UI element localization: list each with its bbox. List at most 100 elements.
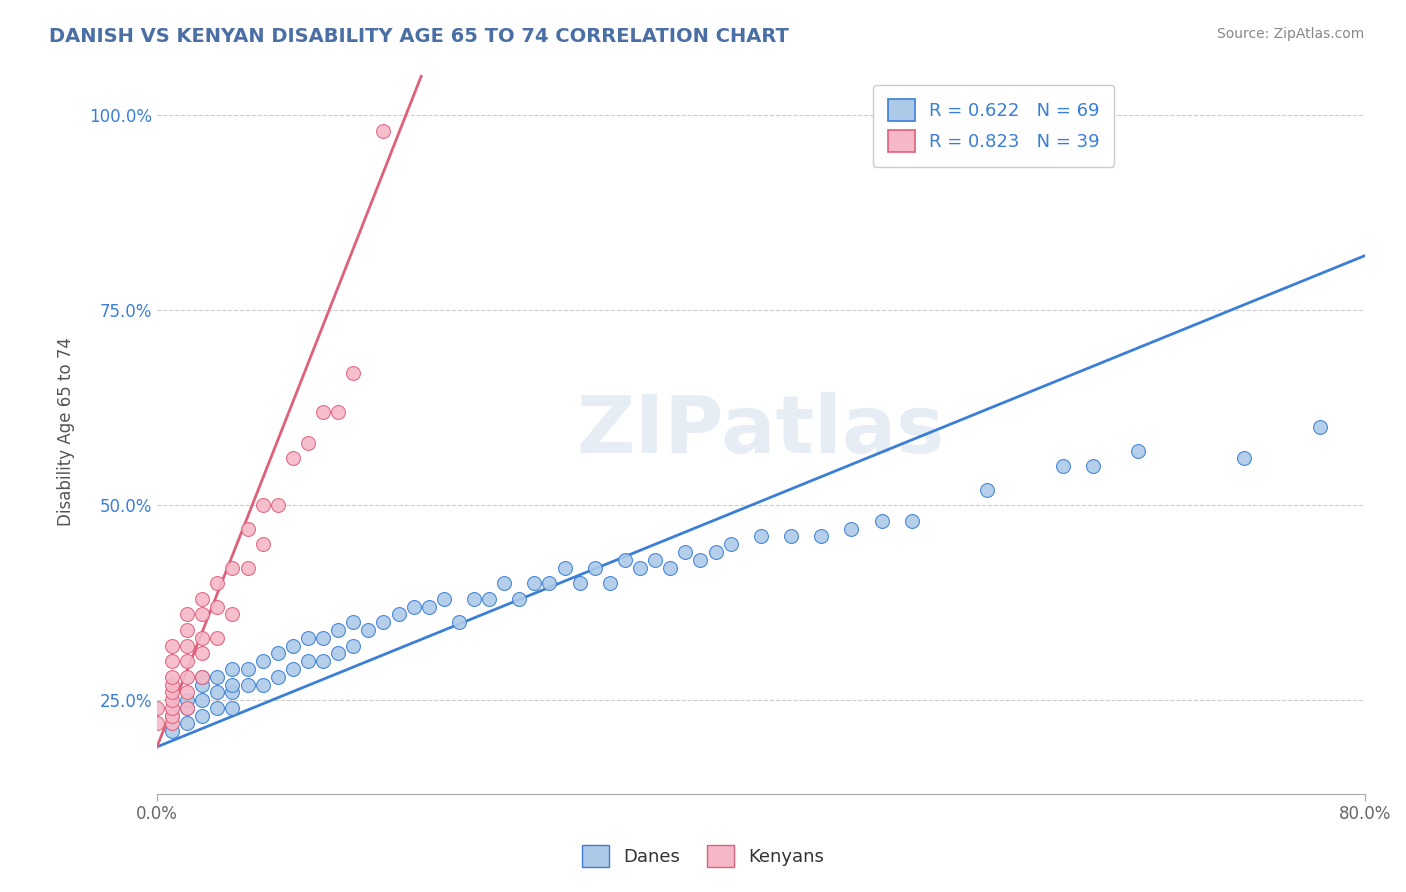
Point	[252, 537, 274, 551]
Point	[1128, 443, 1150, 458]
Point	[901, 514, 924, 528]
Point	[599, 576, 621, 591]
Point	[221, 607, 243, 622]
Point	[841, 522, 863, 536]
Point	[538, 576, 561, 591]
Point	[342, 615, 364, 629]
Point	[176, 693, 198, 707]
Point	[312, 404, 335, 418]
Point	[252, 677, 274, 691]
Point	[870, 514, 893, 528]
Text: Source: ZipAtlas.com: Source: ZipAtlas.com	[1216, 27, 1364, 41]
Point	[160, 670, 183, 684]
Point	[160, 677, 183, 691]
Point	[402, 599, 425, 614]
Point	[478, 591, 501, 606]
Point	[221, 677, 243, 691]
Point	[297, 435, 319, 450]
Point	[1052, 459, 1074, 474]
Point	[252, 654, 274, 668]
Point	[704, 545, 727, 559]
Point	[614, 553, 637, 567]
Point	[326, 646, 349, 660]
Text: ZIPatlas: ZIPatlas	[576, 392, 945, 470]
Point	[191, 607, 214, 622]
Point	[357, 623, 380, 637]
Point	[146, 701, 169, 715]
Point	[720, 537, 742, 551]
Point	[221, 560, 243, 574]
Point	[160, 639, 183, 653]
Point	[342, 366, 364, 380]
Point	[463, 591, 485, 606]
Point	[176, 639, 198, 653]
Text: DANISH VS KENYAN DISABILITY AGE 65 TO 74 CORRELATION CHART: DANISH VS KENYAN DISABILITY AGE 65 TO 74…	[49, 27, 789, 45]
Point	[160, 701, 183, 715]
Point	[810, 529, 832, 543]
Point	[1308, 420, 1330, 434]
Point	[221, 701, 243, 715]
Point	[523, 576, 546, 591]
Point	[373, 615, 395, 629]
Point	[326, 404, 349, 418]
Point	[976, 483, 998, 497]
Point	[236, 522, 259, 536]
Point	[236, 677, 259, 691]
Point	[1081, 459, 1104, 474]
Point	[447, 615, 470, 629]
Point	[433, 591, 456, 606]
Point	[659, 560, 682, 574]
Legend: R = 0.622   N = 69, R = 0.823   N = 39: R = 0.622 N = 69, R = 0.823 N = 39	[873, 85, 1114, 167]
Point	[207, 631, 229, 645]
Point	[160, 724, 183, 739]
Point	[207, 685, 229, 699]
Point	[176, 670, 198, 684]
Point	[281, 639, 304, 653]
Point	[160, 654, 183, 668]
Point	[191, 591, 214, 606]
Point	[191, 646, 214, 660]
Point	[312, 654, 335, 668]
Point	[160, 685, 183, 699]
Point	[508, 591, 530, 606]
Point	[221, 685, 243, 699]
Point	[176, 716, 198, 731]
Point	[342, 639, 364, 653]
Point	[628, 560, 651, 574]
Point	[191, 677, 214, 691]
Point	[160, 716, 183, 731]
Point	[176, 701, 198, 715]
Point	[191, 708, 214, 723]
Point	[176, 701, 198, 715]
Point	[297, 654, 319, 668]
Point	[418, 599, 440, 614]
Point	[221, 662, 243, 676]
Point	[207, 701, 229, 715]
Point	[281, 451, 304, 466]
Point	[267, 646, 290, 660]
Point	[387, 607, 409, 622]
Point	[191, 631, 214, 645]
Point	[568, 576, 591, 591]
Point	[191, 670, 214, 684]
Legend: Danes, Kenyans: Danes, Kenyans	[574, 838, 832, 874]
Point	[297, 631, 319, 645]
Point	[160, 708, 183, 723]
Point	[160, 693, 183, 707]
Point	[207, 599, 229, 614]
Point	[176, 607, 198, 622]
Point	[176, 685, 198, 699]
Point	[160, 708, 183, 723]
Point	[494, 576, 516, 591]
Point	[1233, 451, 1256, 466]
Point	[373, 124, 395, 138]
Point	[673, 545, 696, 559]
Point	[176, 654, 198, 668]
Point	[267, 498, 290, 512]
Point	[644, 553, 666, 567]
Y-axis label: Disability Age 65 to 74: Disability Age 65 to 74	[58, 336, 75, 525]
Point	[176, 623, 198, 637]
Point	[191, 693, 214, 707]
Point	[236, 560, 259, 574]
Point	[689, 553, 711, 567]
